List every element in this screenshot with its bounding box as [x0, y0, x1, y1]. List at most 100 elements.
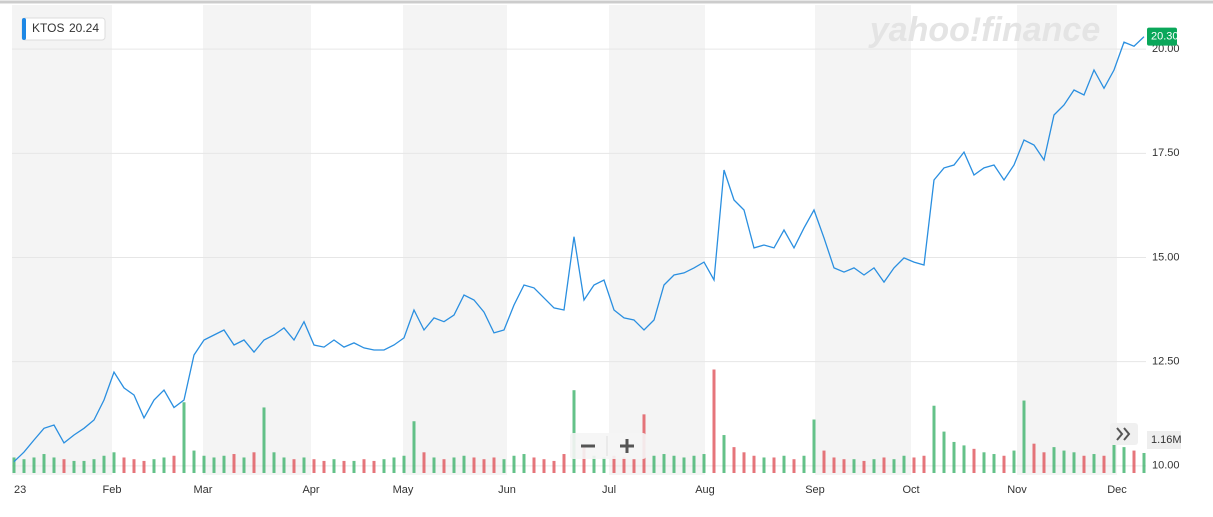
volume-bar	[782, 455, 786, 473]
volume-bar	[332, 459, 336, 473]
price-line	[13, 36, 1145, 463]
volume-bar	[1122, 447, 1126, 473]
volume-bar	[922, 455, 926, 473]
volume-bar	[982, 452, 986, 473]
volume-bar	[682, 457, 686, 473]
volume-bar	[672, 455, 676, 473]
scroll-button[interactable]	[1110, 423, 1138, 445]
volume-bar	[962, 445, 966, 473]
volume-bar	[1042, 452, 1046, 473]
volume-bar	[482, 459, 486, 473]
volume-bar	[802, 455, 806, 473]
volume-bar	[52, 457, 56, 473]
y-tick-label: 20.00	[1152, 43, 1180, 55]
volume-badge	[1147, 430, 1181, 449]
month-band	[12, 5, 14, 475]
volume-bar	[1022, 400, 1026, 473]
x-tick-label: Jun	[498, 484, 516, 496]
volume-bar	[142, 460, 146, 473]
volume-bar	[652, 455, 656, 473]
volume-bar	[432, 457, 436, 473]
volume-bar	[182, 402, 186, 473]
zoom-controls[interactable]	[570, 433, 646, 459]
volume-bar	[242, 457, 246, 473]
volume-bar	[1062, 450, 1066, 473]
background-layer	[12, 5, 1146, 475]
volume-bar	[32, 457, 36, 473]
volume-bar	[352, 460, 356, 473]
volume-bar	[972, 448, 976, 473]
legend-price: 20.24	[69, 21, 99, 35]
month-band	[203, 5, 311, 475]
scroll-icon	[1116, 427, 1131, 441]
volume-bar	[302, 457, 306, 473]
volume-bar	[942, 431, 946, 473]
volume-bar	[532, 457, 536, 473]
month-band	[609, 5, 705, 475]
volume-bar	[552, 460, 556, 473]
volume-bar	[1072, 452, 1076, 473]
x-tick-label: May	[393, 484, 414, 496]
volume-bar	[732, 447, 736, 473]
x-tick-label: 23	[14, 484, 26, 496]
volume-bar	[1092, 454, 1096, 473]
watermark: yahoo!finance	[868, 11, 1100, 49]
volume-bar	[602, 457, 606, 473]
volume-bar	[992, 454, 996, 473]
volume-bar	[882, 457, 886, 473]
volume-bar	[232, 454, 236, 473]
volume-bar	[1082, 455, 1086, 473]
volume-bar	[892, 459, 896, 473]
volume-bar	[1012, 450, 1016, 473]
volume-bar	[1032, 443, 1036, 473]
y-tick-label: 10.00	[1152, 460, 1180, 472]
volume-bar	[792, 459, 796, 473]
volume-bar	[952, 441, 956, 473]
volume-bar	[712, 369, 716, 473]
volume-bar	[132, 459, 136, 473]
volume-bar	[522, 454, 526, 473]
volume-bar	[742, 452, 746, 473]
volume-bar	[422, 452, 426, 473]
volume-bar	[932, 405, 936, 473]
volume-bar	[662, 454, 666, 473]
legend-ticker: KTOS	[32, 21, 64, 35]
volume-bar	[342, 460, 346, 473]
volume-bar	[592, 455, 596, 473]
x-tick-label: Aug	[695, 484, 715, 496]
volume-bar	[192, 450, 196, 473]
y-tick-label: 17.50	[1152, 147, 1180, 159]
x-tick-label: Feb	[103, 484, 122, 496]
volume-bar	[1052, 447, 1056, 473]
x-tick-label: Jul	[602, 484, 616, 496]
volume-bar	[452, 457, 456, 473]
volume-bar	[72, 460, 76, 473]
volume-bar	[312, 459, 316, 473]
x-tick-label: Sep	[805, 484, 825, 496]
volume-bar	[582, 447, 586, 473]
volume-bar	[902, 455, 906, 473]
volume-bar	[832, 457, 836, 473]
volume-bar	[42, 454, 46, 473]
month-band	[14, 5, 112, 475]
volume-bar	[842, 459, 846, 473]
volume-bar	[1142, 452, 1146, 473]
x-tick-label: Mar	[194, 484, 213, 496]
x-tick-label: Oct	[902, 484, 919, 496]
y-tick-label: 12.50	[1152, 356, 1180, 368]
volume-bar	[162, 457, 166, 473]
volume-bar	[502, 459, 506, 473]
volume-bar	[322, 460, 326, 473]
volume-bar	[612, 455, 616, 473]
volume-bar	[632, 459, 636, 473]
volume-bar	[112, 452, 116, 473]
month-band	[403, 5, 507, 475]
volume-bar	[392, 457, 396, 473]
volume-bar	[772, 457, 776, 473]
x-tick-label: Dec	[1107, 484, 1127, 496]
volume-bar	[22, 459, 26, 473]
volume-bar	[812, 419, 816, 473]
volume-bar	[292, 459, 296, 473]
volume-bar	[1102, 455, 1106, 473]
month-band	[1017, 5, 1117, 475]
